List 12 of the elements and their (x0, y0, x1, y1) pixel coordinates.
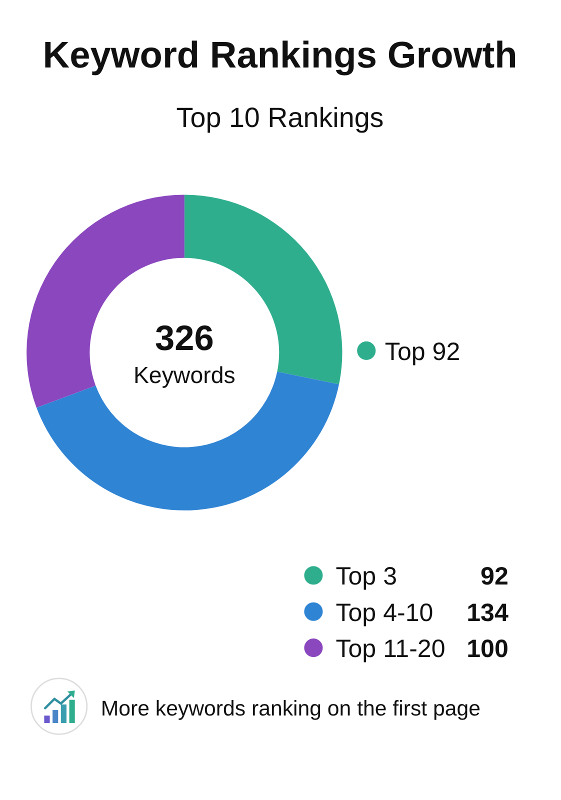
text: 326 (154, 318, 214, 358)
text: More keywords ranking on the first page (100, 696, 480, 721)
chart-subtitle: Top 10 Rankings (176, 102, 384, 133)
text: Top 92 (384, 338, 460, 366)
text: Keywords (133, 362, 236, 388)
data-label: 92 (480, 562, 508, 591)
data-label: 134 (466, 598, 508, 627)
legend-label: Top 3 (336, 562, 398, 591)
legend-label: Top 4-10 (336, 598, 434, 627)
legend-label: Top 11-20 (336, 635, 446, 664)
chart-title: Keyword Rankings Growth (42, 34, 518, 76)
data-label: 100 (466, 635, 508, 664)
